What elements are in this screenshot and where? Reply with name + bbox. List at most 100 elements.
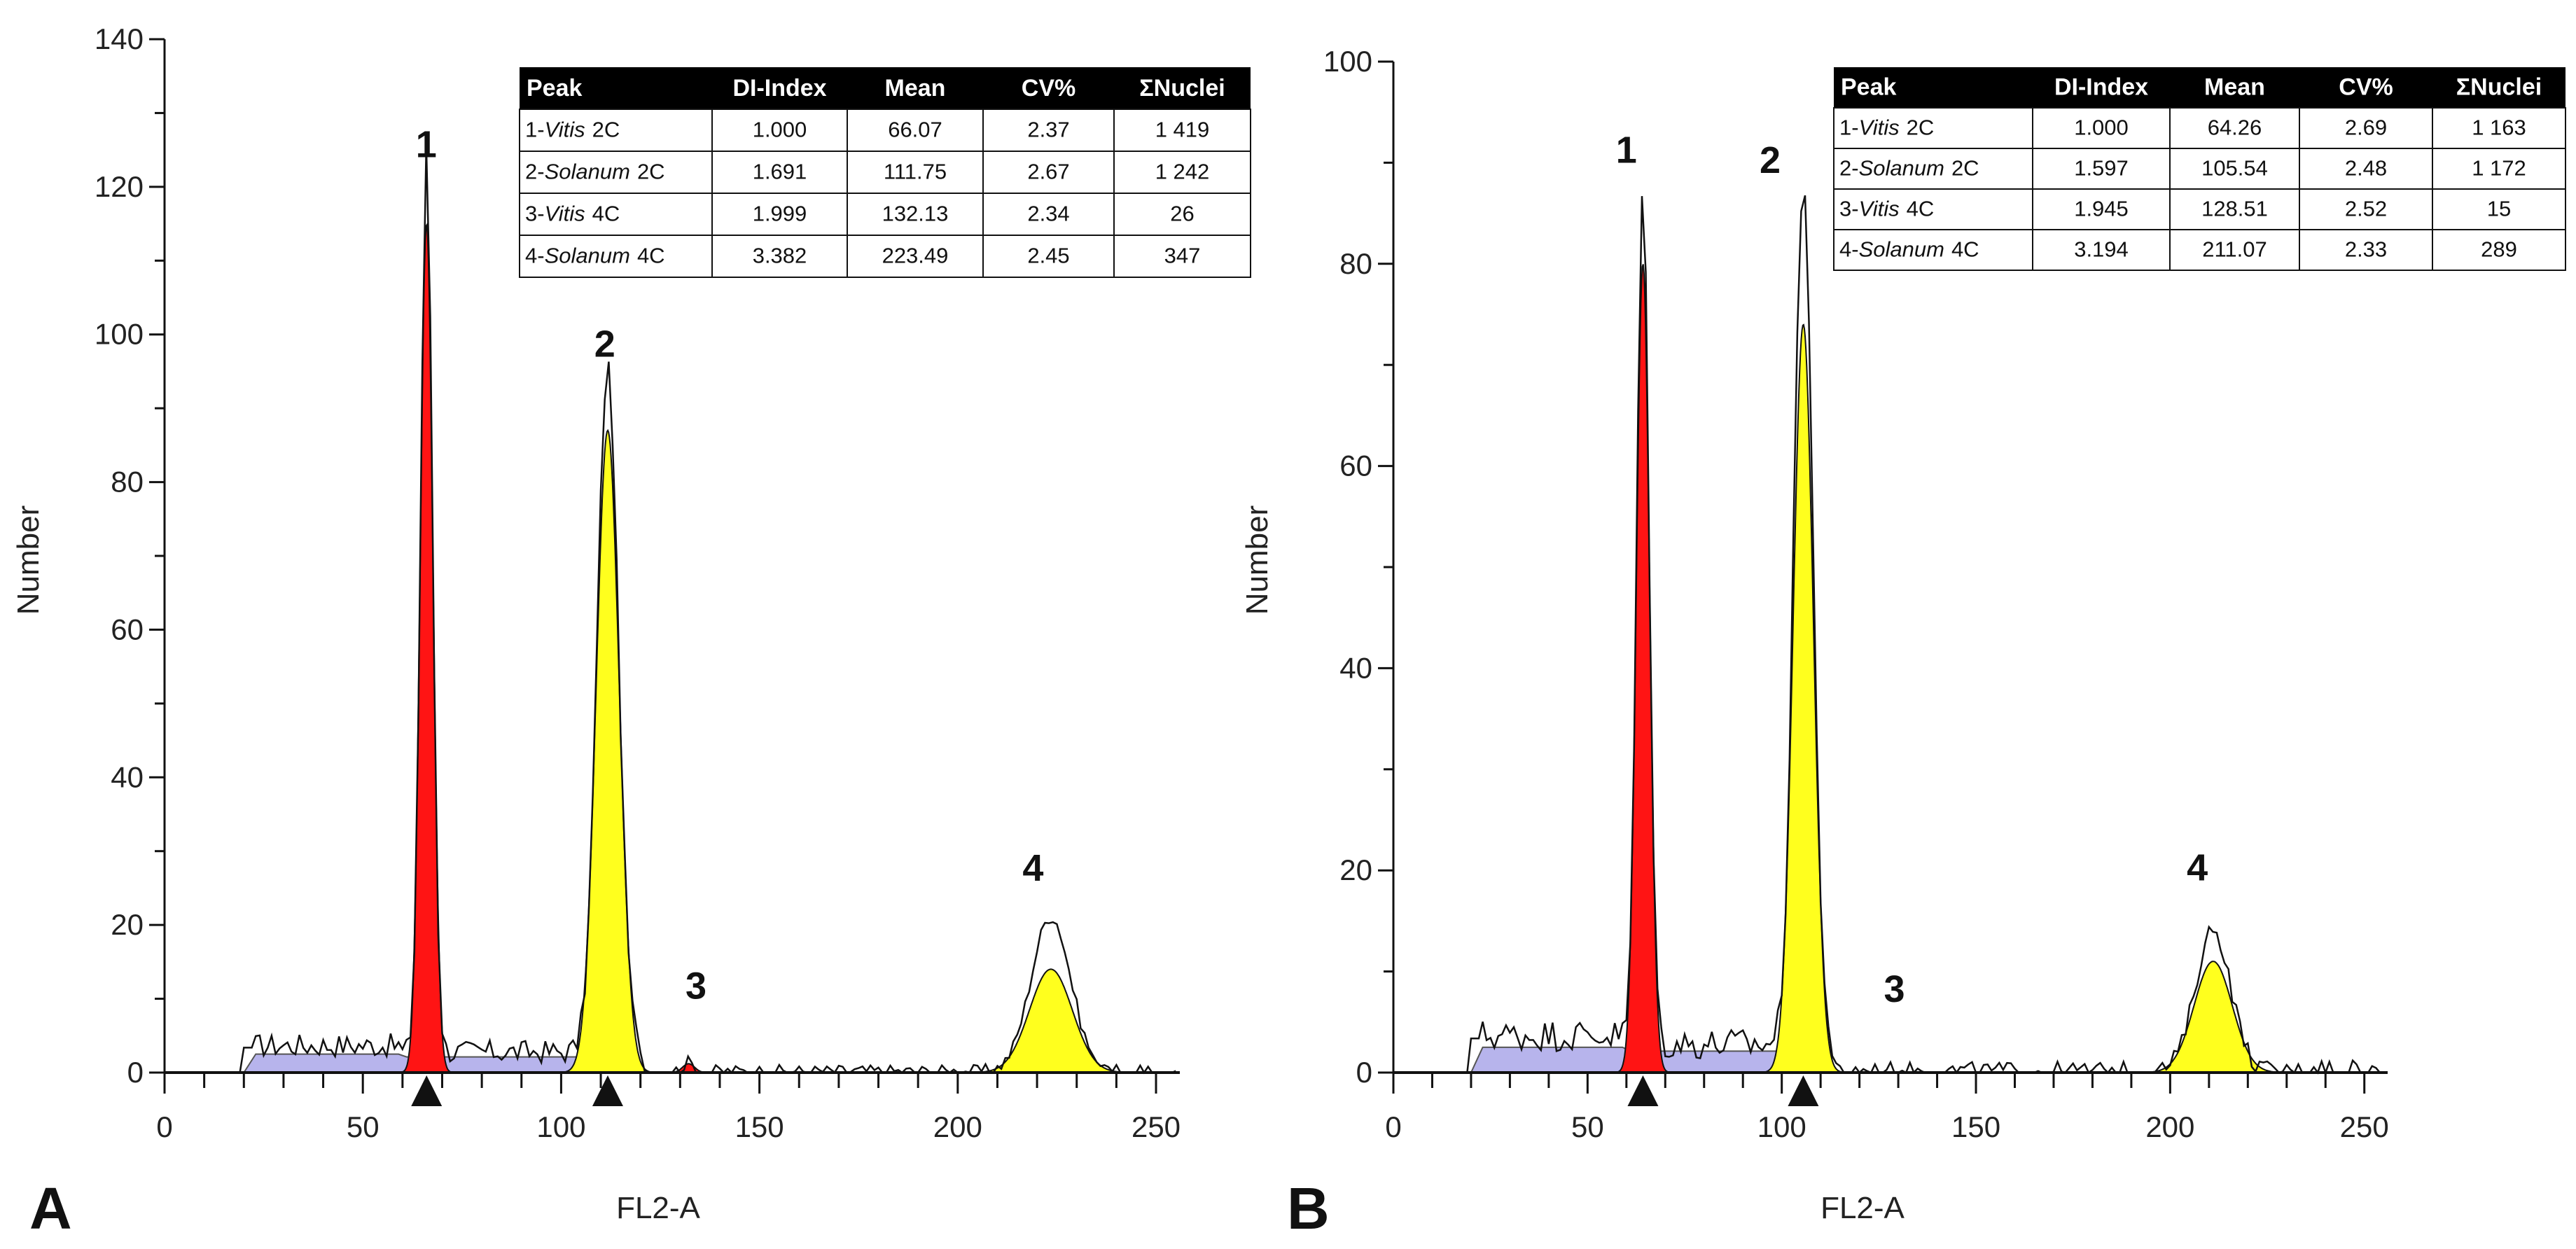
x-axis-label: FL2-A bbox=[616, 1191, 700, 1225]
y-tick-label: 20 bbox=[111, 908, 144, 941]
peak-fill-4 bbox=[961, 968, 1141, 1073]
peak-number: 2- bbox=[1839, 155, 1859, 180]
table-cell-nuclei: 15 bbox=[2487, 196, 2511, 221]
table-cell-nuclei: 26 bbox=[1170, 202, 1194, 226]
x-tick-label: 100 bbox=[536, 1110, 585, 1143]
chart-panel-B: 0 50 100 150 200 250 0 20 40 60 80 100 FL2-A Number B 1… bbox=[1240, 45, 2566, 1241]
peak-number-1: 1 bbox=[1616, 129, 1637, 171]
table-cell-di: 1.999 bbox=[753, 202, 807, 226]
table-cell-peak: 4-Solanum 4C bbox=[1839, 237, 1979, 261]
x-axis-label: FL2-A bbox=[1820, 1191, 1905, 1225]
table-header-cell: Mean bbox=[2204, 74, 2265, 100]
species-name: Vitis bbox=[1859, 115, 1900, 139]
chart-panel-A: 0 50 100 150 200 250 0 20 40 60 80 100 120 140 FL2-A Nu… bbox=[11, 22, 1251, 1241]
table-cell-mean: 111.75 bbox=[884, 160, 947, 184]
x-tick-label: 0 bbox=[156, 1110, 172, 1143]
table-cell-cv: 2.34 bbox=[1027, 202, 1069, 226]
peak-fill-1 bbox=[398, 222, 455, 1073]
ploidy: 4C bbox=[592, 202, 620, 226]
y-tick-label: 80 bbox=[1339, 247, 1372, 280]
x-tick-label: 100 bbox=[1757, 1110, 1806, 1143]
histogram-line bbox=[1393, 195, 2384, 1075]
table-row bbox=[1833, 148, 2566, 190]
peak-number-2: 2 bbox=[1760, 139, 1781, 181]
ploidy: 2C bbox=[1907, 115, 1935, 139]
table-cell-peak: 1-Vitis 2C bbox=[525, 118, 620, 142]
table-cell-cv: 2.69 bbox=[2345, 115, 2387, 139]
table-cell-di: 1.691 bbox=[753, 160, 807, 184]
peak-fill-4 bbox=[2133, 961, 2293, 1073]
ploidy: 4C bbox=[1951, 237, 1979, 261]
peak-marker-1 bbox=[1627, 1075, 1659, 1106]
table-row bbox=[1833, 107, 2566, 149]
table-cell-mean: 64.26 bbox=[2208, 115, 2262, 139]
table-header-cell: Peak bbox=[1841, 74, 1896, 100]
y-tick-label: 100 bbox=[95, 318, 144, 351]
peak-number: 2- bbox=[525, 160, 545, 184]
table-cell-cv: 2.37 bbox=[1027, 118, 1069, 142]
table-cell-peak: 2-Solanum 2C bbox=[525, 160, 665, 184]
x-tick-label: 200 bbox=[933, 1110, 982, 1143]
panel-label: B bbox=[1287, 1175, 1330, 1241]
peak-number-3: 3 bbox=[685, 965, 706, 1007]
species-name: Solanum bbox=[545, 160, 630, 184]
table-header-cell: ΣNuclei bbox=[2456, 74, 2542, 100]
x-tick-label: 150 bbox=[1951, 1110, 2000, 1143]
peak-fill-1 bbox=[1614, 264, 1671, 1073]
table-cell-nuclei: 347 bbox=[1164, 244, 1201, 268]
table-row bbox=[1833, 188, 2566, 230]
peak-number: 4- bbox=[525, 244, 545, 268]
table-row bbox=[1833, 229, 2566, 271]
species-name: Vitis bbox=[545, 118, 585, 142]
table-cell-cv: 2.52 bbox=[2345, 196, 2387, 221]
x-tick-label: 50 bbox=[347, 1110, 380, 1143]
table-cell-peak: 4-Solanum 4C bbox=[525, 244, 665, 268]
peak-marker-2 bbox=[592, 1075, 623, 1106]
species-name: Vitis bbox=[545, 202, 585, 226]
y-tick-label: 20 bbox=[1339, 853, 1372, 886]
y-tick-label: 60 bbox=[111, 613, 144, 646]
species-name: Solanum bbox=[1859, 155, 1944, 180]
x-tick-label: 250 bbox=[1132, 1110, 1181, 1143]
table-cell-nuclei: 1 242 bbox=[1155, 160, 1210, 184]
table-cell-mean: 66.07 bbox=[888, 118, 942, 142]
table-cell-di: 1.000 bbox=[2074, 115, 2129, 139]
ploidy: 2C bbox=[637, 160, 665, 184]
ploidy: 2C bbox=[592, 118, 620, 142]
x-tick-label: 150 bbox=[735, 1110, 784, 1143]
table-cell-cv: 2.33 bbox=[2345, 237, 2387, 261]
ploidy: 4C bbox=[1907, 196, 1935, 221]
y-tick-label: 140 bbox=[95, 22, 144, 55]
species-name: Solanum bbox=[545, 244, 630, 268]
table-cell-di: 1.000 bbox=[753, 118, 807, 142]
ploidy: 4C bbox=[637, 244, 665, 268]
table-header-cell: CV% bbox=[2339, 74, 2393, 100]
table-cell-mean: 128.51 bbox=[2201, 196, 2268, 221]
y-tick-label: 40 bbox=[1339, 651, 1372, 684]
table-cell-di: 1.945 bbox=[2074, 196, 2129, 221]
peak-number: 3- bbox=[525, 202, 545, 226]
x-tick-label: 50 bbox=[1571, 1110, 1604, 1143]
y-axis-label: Number bbox=[11, 505, 46, 615]
y-tick-label: 80 bbox=[111, 466, 144, 498]
table-cell-di: 1.597 bbox=[2074, 155, 2129, 180]
histogram-line bbox=[165, 145, 1176, 1075]
peak-marker-2 bbox=[1788, 1075, 1819, 1106]
table-cell-di: 3.194 bbox=[2074, 237, 2129, 261]
table-header-cell: DI-Index bbox=[732, 75, 826, 102]
peak-number-4: 4 bbox=[1022, 847, 1043, 889]
table-cell-mean: 105.54 bbox=[2201, 155, 2268, 180]
peak-number: 3- bbox=[1839, 196, 1859, 221]
table-cell-nuclei: 1 419 bbox=[1155, 118, 1210, 142]
table-header-cell: DI-Index bbox=[2054, 74, 2148, 100]
y-tick-label: 60 bbox=[1339, 449, 1372, 482]
table-cell-nuclei: 1 172 bbox=[2472, 155, 2526, 180]
y-tick-label: 100 bbox=[1323, 45, 1372, 78]
table-cell-peak: 1-Vitis 2C bbox=[1839, 115, 1934, 139]
peak-number-4: 4 bbox=[2187, 847, 2208, 889]
table-header-bg bbox=[520, 67, 1251, 109]
panel-label: A bbox=[29, 1175, 72, 1241]
